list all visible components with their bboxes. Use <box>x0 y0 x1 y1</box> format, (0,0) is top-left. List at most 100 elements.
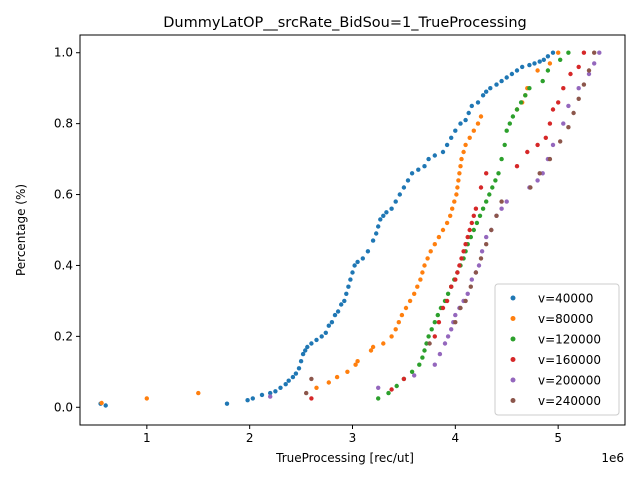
data-point <box>478 114 484 119</box>
data-point <box>597 50 602 55</box>
data-point <box>535 68 540 73</box>
data-point <box>469 103 474 109</box>
data-point <box>509 71 515 77</box>
data-point <box>488 86 493 91</box>
data-point <box>550 50 556 55</box>
legend-label: v=40000 <box>538 292 593 306</box>
data-point <box>455 185 460 190</box>
data-point <box>370 238 376 243</box>
data-point <box>303 348 308 353</box>
data-point <box>440 305 446 311</box>
x-tick-label: 2 <box>246 431 254 445</box>
data-point <box>386 390 391 396</box>
data-point <box>507 121 512 126</box>
data-point <box>576 64 581 70</box>
data-point <box>283 382 288 387</box>
y-axis-label: Percentage (%) <box>14 184 28 276</box>
data-point <box>394 383 399 389</box>
data-point <box>422 348 427 353</box>
data-point <box>445 334 451 339</box>
data-point <box>344 291 349 296</box>
series-2-points <box>99 50 561 406</box>
data-point <box>453 277 458 282</box>
data-point <box>348 277 353 282</box>
data-point <box>449 284 454 289</box>
data-point <box>471 227 476 233</box>
legend-frame <box>494 283 620 416</box>
data-point <box>250 396 255 401</box>
data-point <box>514 68 520 73</box>
data-point <box>429 327 434 332</box>
data-point <box>480 93 486 98</box>
data-point <box>550 107 556 112</box>
series-4-points <box>309 50 587 401</box>
data-point <box>566 103 571 109</box>
data-point <box>304 390 309 396</box>
data-point <box>528 185 533 190</box>
data-point <box>393 199 398 204</box>
data-point <box>412 291 417 296</box>
data-point <box>293 371 299 376</box>
data-point <box>463 117 468 123</box>
data-point <box>566 125 571 130</box>
data-point <box>535 178 540 183</box>
data-point <box>581 50 587 55</box>
data-point <box>417 362 422 367</box>
data-point <box>403 305 409 311</box>
x-tick-label: 5 <box>554 431 562 445</box>
data-point <box>514 107 520 112</box>
data-point <box>376 224 381 229</box>
data-point <box>420 270 425 275</box>
data-point <box>473 206 479 211</box>
data-point <box>103 403 108 408</box>
y-tick-label: 1.0 <box>54 46 73 60</box>
data-point <box>309 341 314 346</box>
data-point <box>467 135 472 140</box>
data-point <box>453 320 458 325</box>
data-point <box>558 139 563 144</box>
data-point <box>465 291 470 296</box>
data-point <box>144 396 149 401</box>
data-point <box>224 401 230 406</box>
data-point <box>525 149 530 155</box>
data-point <box>556 50 561 55</box>
legend-marker <box>510 357 516 362</box>
data-point <box>420 355 425 360</box>
data-point <box>461 249 466 254</box>
data-point <box>432 320 437 325</box>
data-point <box>586 71 592 77</box>
data-point <box>342 298 347 304</box>
data-point <box>468 234 473 240</box>
data-point <box>499 199 504 204</box>
data-point <box>537 59 542 64</box>
data-point <box>409 369 415 374</box>
data-point <box>568 71 573 77</box>
data-point <box>514 164 520 169</box>
data-point <box>286 378 291 383</box>
data-point <box>527 86 532 91</box>
data-point <box>496 171 501 176</box>
data-point <box>401 376 407 382</box>
data-point <box>527 62 532 68</box>
data-point <box>376 396 381 401</box>
data-point <box>540 78 545 84</box>
data-point <box>571 110 576 116</box>
data-point <box>484 234 489 240</box>
data-point <box>468 284 473 289</box>
data-point <box>448 213 453 218</box>
data-point <box>458 121 463 126</box>
legend-label: v=160000 <box>538 353 601 367</box>
data-point <box>278 385 283 390</box>
data-point <box>454 192 459 197</box>
scatter-points <box>98 50 602 408</box>
data-point <box>376 385 381 390</box>
data-point <box>504 75 509 80</box>
data-point <box>453 128 458 133</box>
data-point <box>442 341 448 346</box>
series-6-points <box>304 50 597 396</box>
data-point <box>490 185 495 190</box>
data-point <box>477 213 483 218</box>
data-point <box>592 50 597 55</box>
data-point <box>453 312 458 318</box>
data-point <box>561 86 566 91</box>
